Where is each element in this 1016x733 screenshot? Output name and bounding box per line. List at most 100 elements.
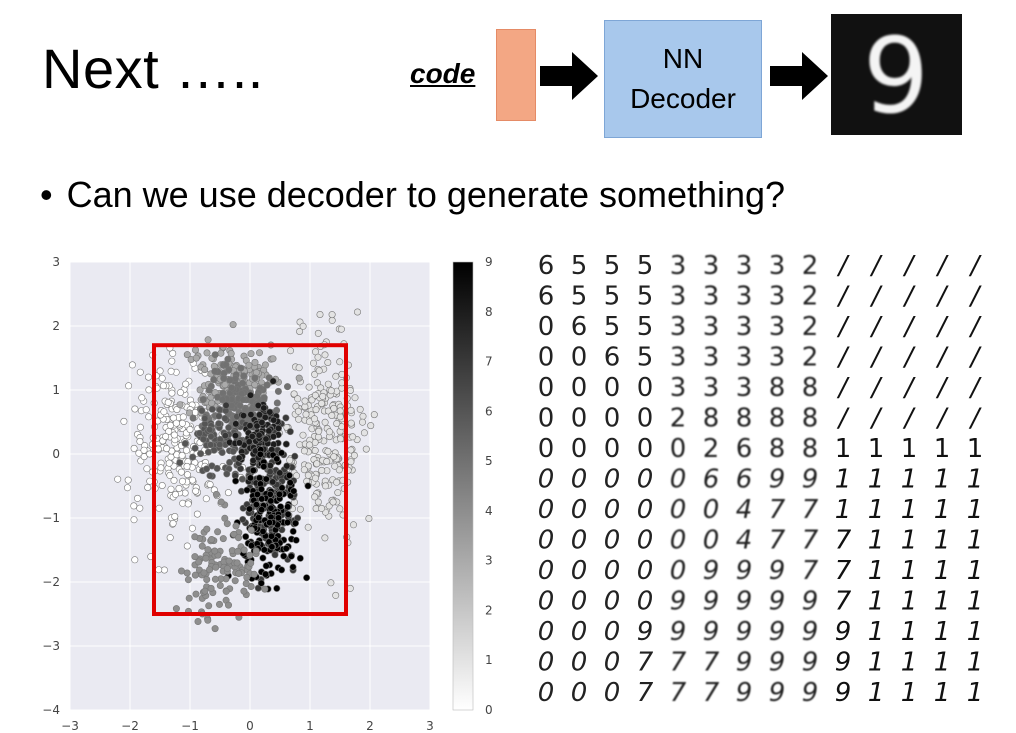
generated-digit: / (903, 404, 917, 434)
generated-digit: / (870, 312, 884, 342)
generated-digit: 3 (769, 251, 786, 281)
generated-digit: 0 (703, 526, 720, 556)
scatter-point (252, 547, 260, 555)
scatter-point (234, 547, 242, 555)
scatter-point (312, 406, 320, 414)
scatter-point (142, 406, 150, 414)
generated-digit: 0 (670, 465, 687, 495)
scatter-point (114, 475, 122, 483)
scatter-point (337, 325, 345, 333)
generated-digit: / (936, 404, 950, 434)
generated-digit: 6 (538, 251, 555, 281)
generated-digit: 9 (703, 617, 720, 647)
scatter-point (237, 487, 245, 495)
generated-digit: 9 (802, 678, 819, 708)
scatter-point (258, 495, 266, 503)
scatter-point (240, 372, 248, 380)
scatter-point (221, 381, 229, 389)
scatter-point (205, 386, 213, 394)
scatter-point (333, 478, 341, 486)
scatter-point (220, 374, 228, 382)
generated-digit: 1 (901, 587, 918, 617)
scatter-point (218, 449, 226, 457)
scatter-point (353, 308, 361, 316)
scatter-point (318, 504, 326, 512)
scatter-point (124, 484, 132, 492)
scatter-point (243, 573, 251, 581)
scatter-point (168, 357, 176, 365)
scatter-point (255, 514, 263, 522)
scatter-point (346, 387, 354, 395)
scatter-point (271, 551, 279, 559)
scatter-point (330, 404, 338, 412)
scatter-point (183, 446, 191, 454)
scatter-point (333, 420, 341, 428)
scatter-point (321, 418, 329, 426)
scatter-point (240, 546, 248, 554)
scatter-point (231, 577, 239, 585)
scatter-point (321, 534, 329, 542)
scatter-point (347, 406, 355, 414)
generated-digit: / (969, 312, 983, 342)
generated-digit: 2 (802, 251, 819, 281)
generated-digit: 9 (769, 678, 786, 708)
scatter-point (248, 432, 256, 440)
generated-digit: / (969, 251, 983, 281)
generated-digit: 0 (538, 526, 555, 556)
scatter-point (262, 435, 270, 443)
scatter-point (278, 566, 286, 574)
generated-digit: 0 (538, 373, 555, 403)
scatter-point (290, 487, 298, 495)
generated-digit: / (903, 312, 917, 342)
scatter-point (130, 502, 138, 510)
scatter-point (296, 328, 304, 336)
generated-digit: 0 (571, 465, 588, 495)
scatter-point (284, 503, 292, 511)
scatter-point (223, 520, 231, 528)
generated-digit: 1 (868, 556, 885, 586)
scatter-point (280, 552, 288, 560)
decoded-digit: 9 (863, 15, 929, 135)
generated-digit: 1 (934, 617, 951, 647)
scatter-point (247, 350, 255, 358)
generated-digit: 0 (604, 465, 621, 495)
scatter-point (160, 408, 168, 416)
scatter-point (295, 374, 303, 382)
generated-digit: 2 (703, 434, 720, 464)
generated-digit: 0 (637, 465, 654, 495)
decoded-digit-image: 9 (831, 14, 962, 135)
scatter-point (212, 490, 220, 498)
generated-digit: 0 (538, 343, 555, 373)
colorbar-tick-label: 1 (485, 653, 493, 667)
generated-digit: 3 (736, 251, 753, 281)
generated-digit: 0 (670, 495, 687, 525)
scatter-point (317, 384, 325, 392)
generated-digit: / (870, 282, 884, 312)
scatter-point (314, 329, 322, 337)
scatter-point (349, 433, 357, 441)
scatter-point (270, 416, 278, 424)
scatter-point (177, 468, 185, 476)
scatter-point (130, 516, 138, 524)
scatter-point (259, 527, 267, 535)
scatter-point (221, 432, 229, 440)
scatter-point (232, 432, 240, 440)
generated-digit: 0 (604, 526, 621, 556)
scatter-point (260, 394, 268, 402)
generated-digit: 8 (802, 373, 819, 403)
scatter-point (207, 584, 215, 592)
generated-digit: / (936, 343, 950, 373)
generated-digit: 0 (571, 526, 588, 556)
scatter-point (274, 514, 282, 522)
generated-digit: / (837, 282, 851, 312)
scatter-point (273, 399, 281, 407)
scatter-point (347, 458, 355, 466)
scatter-point (181, 440, 189, 448)
scatter-point (155, 566, 163, 574)
generated-digit: 1 (901, 495, 918, 525)
